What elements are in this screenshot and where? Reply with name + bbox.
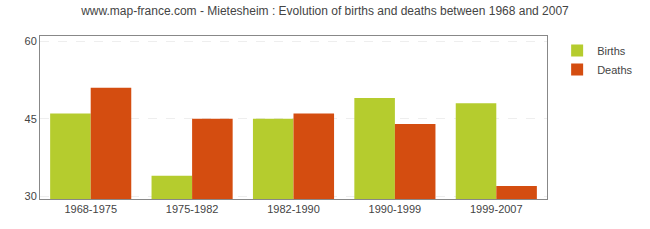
- svg-text:Deaths: Deaths: [597, 64, 632, 76]
- svg-text:30: 30: [25, 190, 37, 202]
- svg-text:Births: Births: [597, 45, 626, 57]
- svg-text:1968-1975: 1968-1975: [64, 203, 117, 215]
- svg-text:1990-1999: 1990-1999: [369, 203, 422, 215]
- svg-text:60: 60: [25, 35, 37, 47]
- svg-text:1982-1990: 1982-1990: [267, 203, 320, 215]
- svg-text:1975-1982: 1975-1982: [166, 203, 219, 215]
- svg-text:www.map-france.com - Mieteshei: www.map-france.com - Mietesheim : Evolut…: [80, 4, 569, 18]
- svg-text:45: 45: [25, 113, 37, 125]
- svg-text:1999-2007: 1999-2007: [470, 203, 523, 215]
